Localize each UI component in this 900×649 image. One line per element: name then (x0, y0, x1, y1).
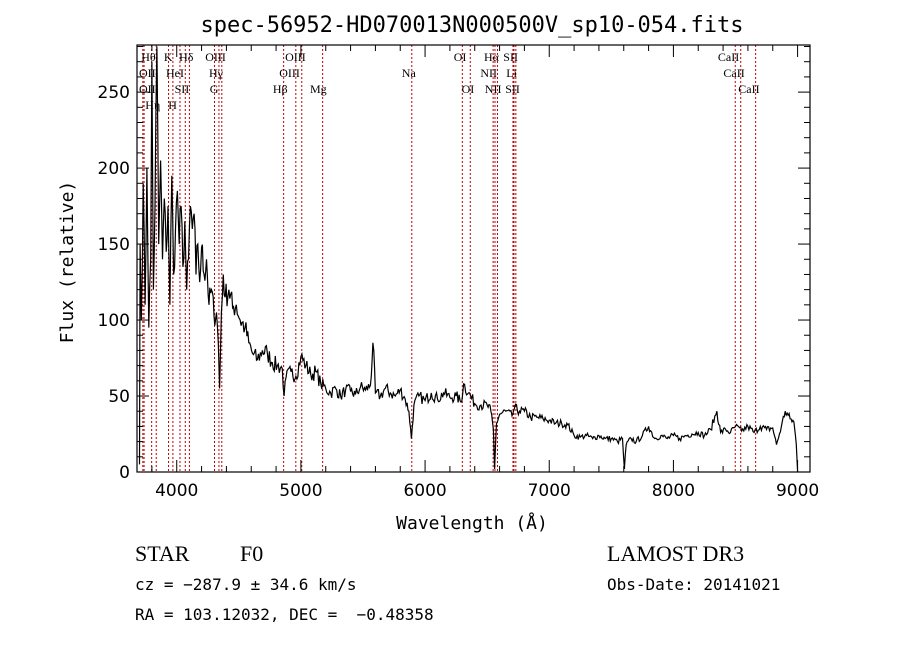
line-label: NII (485, 82, 502, 96)
line-label: H (168, 98, 177, 112)
line-label: OIII (279, 66, 300, 80)
line-label: SII (505, 82, 520, 96)
line-label: Hη (145, 98, 160, 112)
line-label: OII (139, 82, 156, 96)
spectrum-line-0 (138, 46, 799, 473)
y-tick-label: 0 (119, 463, 130, 483)
x-tick-label: 9000 (776, 481, 819, 501)
line-label: HeI (166, 66, 184, 80)
x-tick-label: 8000 (652, 481, 695, 501)
y-tick-label: 200 (98, 159, 130, 179)
x-tick-label: 7000 (528, 481, 571, 501)
emission-line-markers (142, 45, 757, 472)
x-axis-label: Wavelength (Å) (396, 512, 548, 534)
chart-title: spec-56952-HD070013N000500V_sp10-054.fit… (200, 13, 743, 38)
line-label: K (164, 50, 173, 64)
y-tick-label: 50 (108, 387, 130, 407)
axes: 4000 5000 6000 7000 8000 9000 0 50 100 150 200 250 (98, 45, 819, 501)
line-label: Hα (484, 50, 500, 64)
y-tick-label: 100 (98, 311, 130, 331)
line-label: OIII (285, 50, 306, 64)
object-subclass: F0 (240, 541, 263, 566)
coordinates: RA = 103.12032, DEC = −0.48358 (135, 605, 434, 624)
y-tick-label: 250 (98, 83, 130, 103)
line-label: CaII (718, 50, 739, 64)
survey-name: LAMOST DR3 (607, 541, 744, 566)
line-label: Na (402, 66, 417, 80)
x-tick-label: 6000 (403, 481, 446, 501)
line-label: Hβ (273, 82, 288, 96)
line-label: Hθ (141, 50, 156, 64)
line-label: Li (506, 66, 517, 80)
line-label: OI (462, 82, 475, 96)
plot-frame (136, 44, 811, 473)
y-axis-label: Flux (relative) (57, 181, 78, 344)
x-tick-label: 5000 (279, 481, 322, 501)
line-label: SII (503, 50, 518, 64)
spectrum-series (138, 46, 799, 473)
redshift-cz: cz = −287.9 ± 34.6 km/s (135, 575, 357, 594)
line-label: OIII (205, 50, 226, 64)
line-label: CaII (738, 82, 759, 96)
line-label: OII (139, 66, 156, 80)
line-label: G (210, 82, 219, 96)
line-label: CaII (723, 66, 744, 80)
line-label: NII (480, 66, 497, 80)
line-label: OI (454, 50, 467, 64)
x-tick-label: 4000 (155, 481, 198, 501)
y-tick-label: 150 (98, 235, 130, 255)
line-label: Hδ (179, 50, 194, 64)
obs-date: Obs-Date: 20141021 (607, 575, 780, 594)
line-label: Hγ (209, 66, 224, 80)
object-class: STAR (135, 541, 190, 566)
line-label: SII (175, 82, 190, 96)
line-label: Mg (310, 82, 327, 96)
